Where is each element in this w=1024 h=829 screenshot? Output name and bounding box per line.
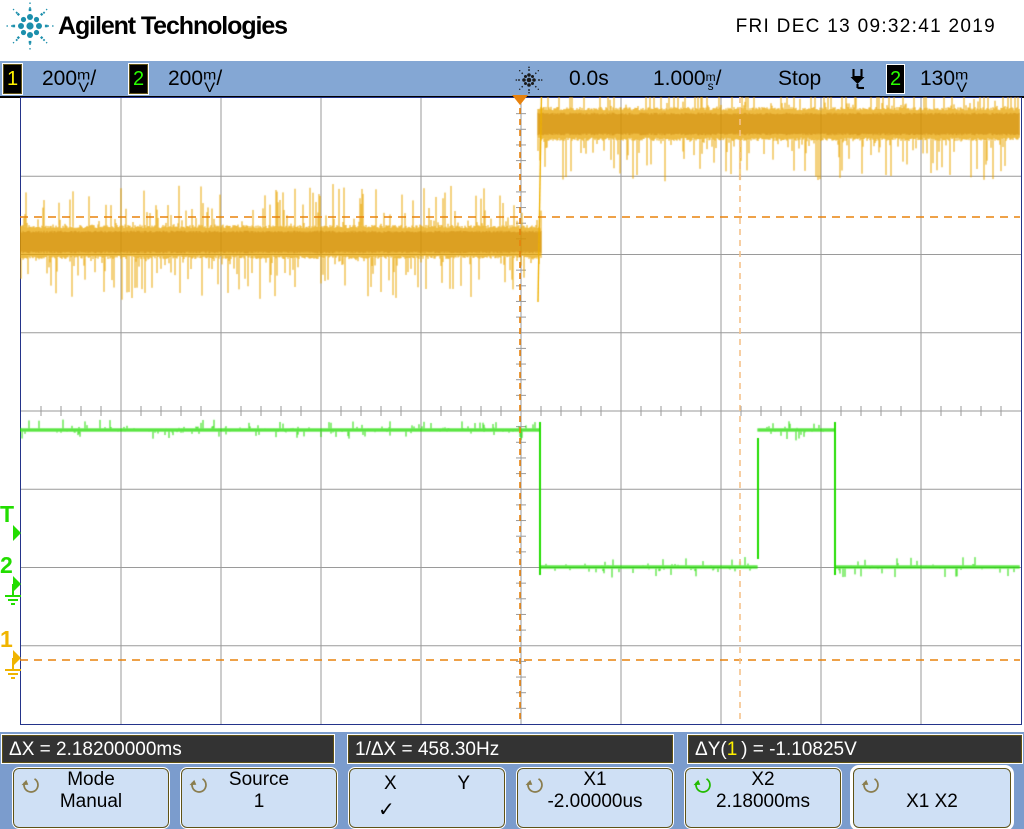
svg-text:1: 1 xyxy=(0,626,13,652)
svg-text:T: T xyxy=(0,501,14,527)
svg-text:2: 2 xyxy=(0,552,13,578)
